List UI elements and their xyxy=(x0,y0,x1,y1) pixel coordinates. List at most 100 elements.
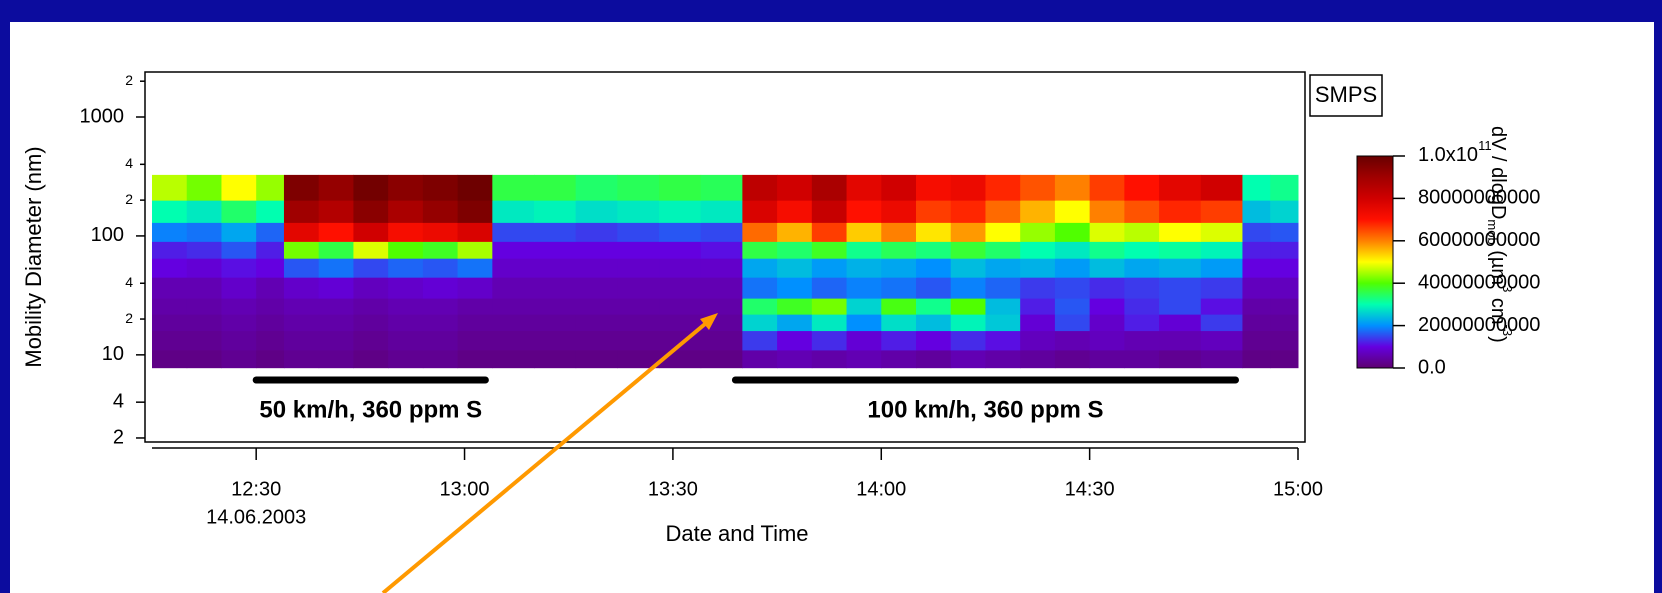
heatmap-cell xyxy=(1020,277,1056,299)
heatmap-cell xyxy=(881,298,917,315)
heatmap-cell xyxy=(1124,314,1160,332)
heatmap-cell xyxy=(575,241,618,259)
heatmap-cell xyxy=(1089,241,1125,259)
heatmap-cell xyxy=(916,222,952,242)
heatmap-cell xyxy=(1159,314,1202,332)
heatmap-cell xyxy=(1054,349,1091,369)
heatmap-cell xyxy=(575,314,618,332)
heatmap-cell xyxy=(534,222,577,242)
heatmap-cell xyxy=(256,258,285,278)
heatmap-cell xyxy=(152,277,188,299)
heatmap-cell xyxy=(659,241,702,259)
y-tick-label: 2 xyxy=(113,426,124,448)
y-tick-label: 4 xyxy=(125,274,133,290)
heatmap-cell xyxy=(1054,314,1091,332)
heatmap-cell xyxy=(1020,241,1056,259)
heatmap-cell xyxy=(950,241,986,259)
heatmap-cell xyxy=(985,222,1021,242)
x-tick-label: 14:00 xyxy=(856,478,906,500)
heatmap-cell xyxy=(1124,241,1160,259)
heatmap-cell xyxy=(388,200,424,223)
heatmap-cell xyxy=(617,222,660,242)
x-tick-label: 13:00 xyxy=(440,478,490,500)
colorbar-tick-label: 60000000000 xyxy=(1418,229,1540,251)
heatmap-cell xyxy=(152,241,188,259)
heatmap-cell xyxy=(422,200,459,223)
heatmap-cell xyxy=(422,241,459,259)
heatmap-cell xyxy=(617,258,660,278)
heatmap-cell xyxy=(492,200,535,223)
heatmap-cell xyxy=(534,200,577,223)
heatmap-cell xyxy=(916,314,952,332)
x-tick-label: 12:30 xyxy=(231,478,281,500)
heatmap-cell xyxy=(700,349,743,369)
plot-frame xyxy=(144,71,1306,443)
heatmap-cell xyxy=(846,298,882,315)
heatmap-cell xyxy=(777,277,813,299)
heatmap-cell xyxy=(186,330,222,351)
heatmap-cell xyxy=(1270,241,1299,259)
y-tick-label: 1000 xyxy=(80,105,125,127)
legend-text: SMPS xyxy=(1315,82,1377,107)
heatmap-cell xyxy=(811,277,848,299)
y-tick-label: 2 xyxy=(125,191,133,207)
arrow-head xyxy=(700,313,718,330)
heatmap-cell xyxy=(985,241,1021,259)
heatmap-cell xyxy=(1242,222,1271,242)
heatmap-cell xyxy=(659,174,702,201)
heatmap-cell xyxy=(1054,258,1091,278)
heatmap-cell xyxy=(1200,200,1243,223)
heatmap-cell xyxy=(659,314,702,332)
heatmap-cell xyxy=(846,349,882,369)
heatmap-cell xyxy=(388,314,424,332)
heatmap-cell xyxy=(283,222,320,242)
heatmap-cell xyxy=(318,330,354,351)
heatmap-cell xyxy=(617,200,660,223)
heatmap-cell xyxy=(617,277,660,299)
heatmap-cell xyxy=(422,330,459,351)
heatmap-cell xyxy=(700,174,743,201)
heatmap-cell xyxy=(1270,258,1299,278)
heatmap-cell xyxy=(152,298,188,315)
heatmap-cell xyxy=(1242,241,1271,259)
heatmap-cell xyxy=(492,222,535,242)
heatmap-cell xyxy=(1089,174,1125,201)
heatmap-cell xyxy=(186,222,222,242)
heatmap-cell xyxy=(1242,174,1271,201)
heatmap-cell xyxy=(457,298,493,315)
heatmap-cell xyxy=(457,222,493,242)
heatmap-cell xyxy=(457,241,493,259)
heatmap-cell xyxy=(950,330,986,351)
colorbar-tick-superscript: 11 xyxy=(1478,138,1492,153)
heatmap-cell xyxy=(422,298,459,315)
heatmap-cell xyxy=(353,277,389,299)
heatmap-cell xyxy=(457,174,493,201)
heatmap-cell xyxy=(881,222,917,242)
heatmap-cell xyxy=(916,258,952,278)
heatmap-cell xyxy=(422,277,459,299)
heatmap-cell xyxy=(575,298,618,315)
heatmap-cell xyxy=(742,222,778,242)
heatmap-cell xyxy=(777,258,813,278)
heatmap-cell xyxy=(1200,174,1243,201)
heatmap-cell xyxy=(457,314,493,332)
heatmap-cell xyxy=(742,298,778,315)
heatmap-cell xyxy=(186,298,222,315)
legend-box xyxy=(1309,74,1383,117)
heatmap-cell xyxy=(1054,277,1091,299)
heatmap-cell xyxy=(152,258,188,278)
heatmap-cell xyxy=(881,349,917,369)
heatmap-cell xyxy=(811,200,848,223)
heatmap-cell xyxy=(575,330,618,351)
heatmap-cell xyxy=(1124,277,1160,299)
heatmap-cell xyxy=(221,241,257,259)
heatmap-cell xyxy=(1020,330,1056,351)
heatmap-cell xyxy=(1200,277,1243,299)
heatmap-cell xyxy=(700,277,743,299)
heatmap-cell xyxy=(1270,298,1299,315)
heatmap-cell xyxy=(659,222,702,242)
heatmap-cell xyxy=(811,330,848,351)
heatmap-cell xyxy=(256,174,285,201)
heatmap-cell xyxy=(318,298,354,315)
